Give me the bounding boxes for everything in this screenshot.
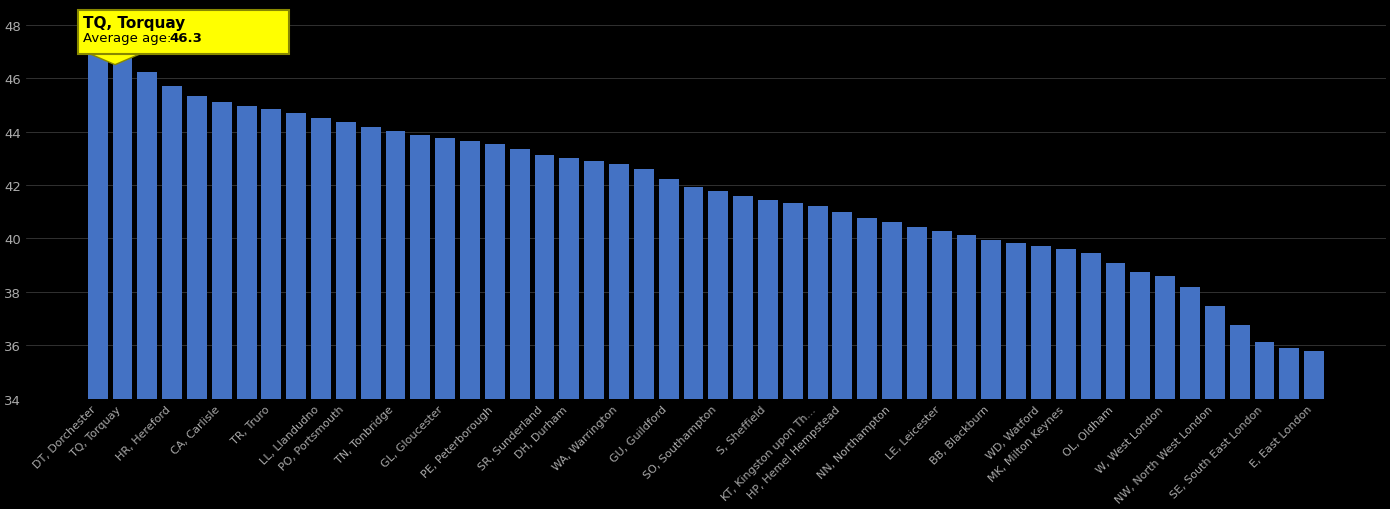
Bar xyxy=(435,139,455,509)
Bar xyxy=(1056,249,1076,509)
Bar xyxy=(1105,264,1126,509)
Bar xyxy=(808,207,827,509)
FancyBboxPatch shape xyxy=(78,11,289,55)
Text: 46.3: 46.3 xyxy=(170,33,203,45)
Bar xyxy=(311,119,331,509)
Bar xyxy=(1130,272,1151,509)
Polygon shape xyxy=(90,55,140,66)
Bar xyxy=(1304,351,1325,509)
Bar xyxy=(88,28,107,509)
Bar xyxy=(1006,244,1026,509)
Bar xyxy=(956,236,976,509)
Bar xyxy=(559,159,580,509)
Bar xyxy=(709,192,728,509)
Bar xyxy=(211,103,232,509)
Bar xyxy=(460,142,480,509)
Bar xyxy=(981,240,1001,509)
Bar xyxy=(535,155,555,509)
Bar xyxy=(485,145,505,509)
Bar xyxy=(833,213,852,509)
Bar xyxy=(336,123,356,509)
Bar xyxy=(906,227,927,509)
Bar xyxy=(733,196,753,509)
Text: TQ, Torquay: TQ, Torquay xyxy=(83,16,185,31)
Bar xyxy=(783,204,802,509)
Bar xyxy=(758,201,778,509)
Bar xyxy=(188,97,207,509)
Bar xyxy=(1180,288,1200,509)
Bar xyxy=(609,165,628,509)
Bar xyxy=(361,127,381,509)
Bar xyxy=(1230,325,1250,509)
Bar xyxy=(286,114,306,509)
Bar xyxy=(163,87,182,509)
Bar xyxy=(385,132,406,509)
Bar xyxy=(1081,253,1101,509)
Bar xyxy=(1031,247,1051,509)
Bar xyxy=(634,169,653,509)
Bar xyxy=(684,187,703,509)
Bar xyxy=(113,52,132,509)
Bar xyxy=(138,73,157,509)
Bar xyxy=(584,162,605,509)
Bar xyxy=(1155,276,1175,509)
Bar xyxy=(261,110,281,509)
Bar xyxy=(931,232,952,509)
Bar xyxy=(510,150,530,509)
Bar xyxy=(883,223,902,509)
Bar xyxy=(410,136,431,509)
Bar xyxy=(659,180,678,509)
Text: Average age:: Average age: xyxy=(83,33,179,45)
Bar xyxy=(1205,307,1225,509)
Bar xyxy=(858,218,877,509)
Bar xyxy=(1255,343,1275,509)
Bar xyxy=(1279,348,1300,509)
Bar xyxy=(236,107,257,509)
